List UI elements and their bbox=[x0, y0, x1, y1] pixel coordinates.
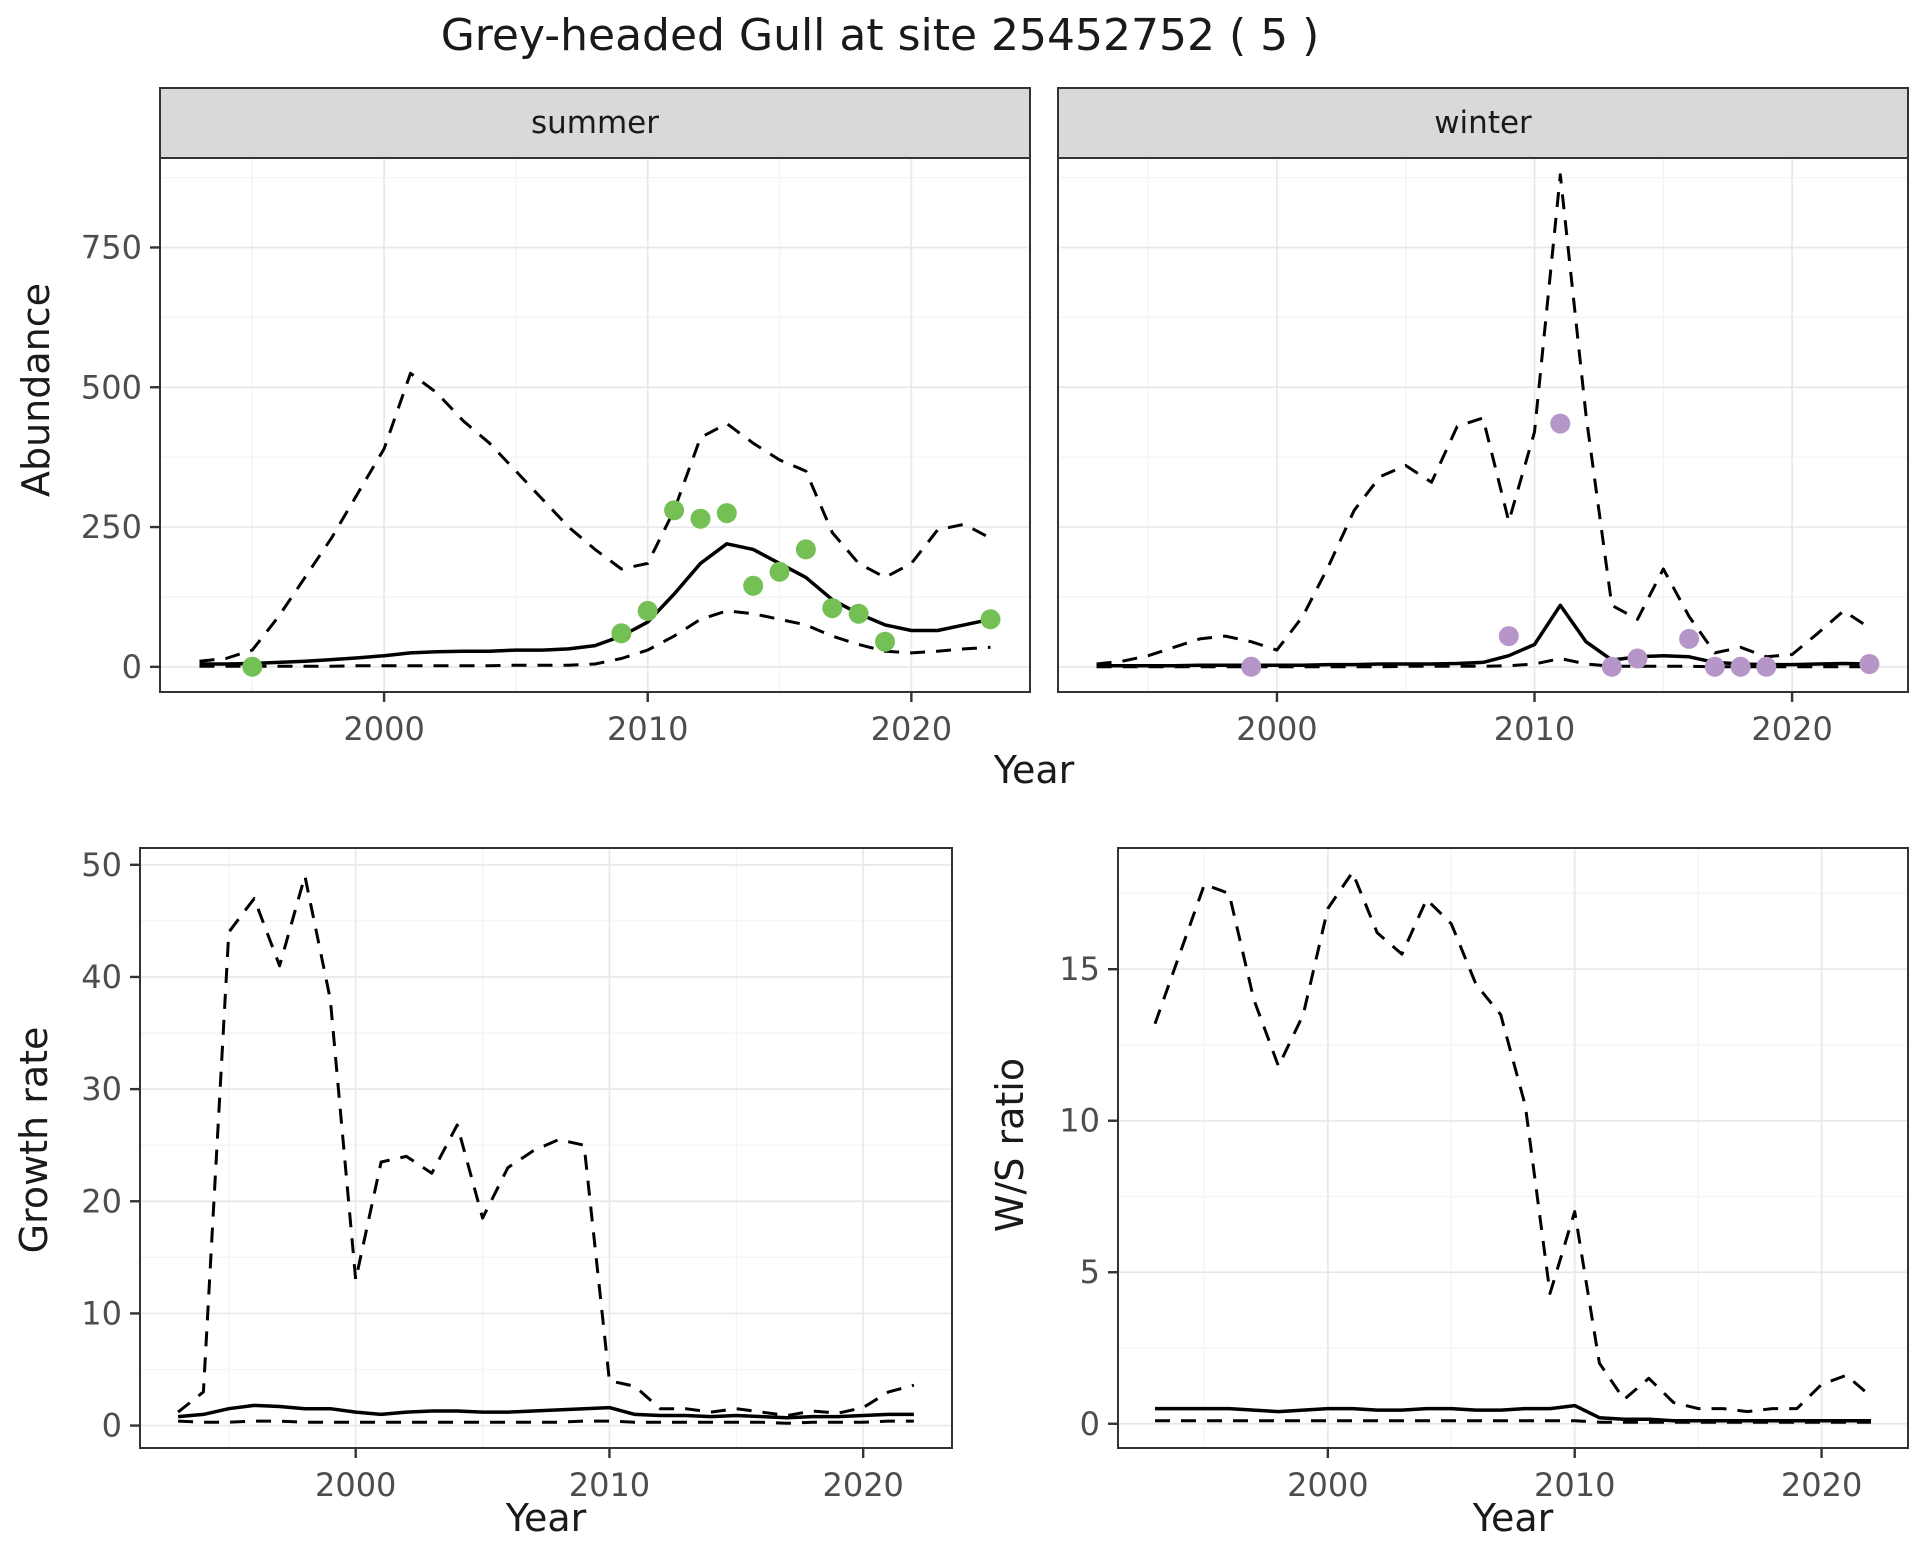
growth-rate-median-line bbox=[177, 1403, 914, 1420]
y-axis-title-abundance: Abundance bbox=[14, 282, 58, 498]
abundance-winter-data-point bbox=[1679, 628, 1700, 649]
x-tick-label: 2010 bbox=[569, 1466, 650, 1504]
abundance-summer-data-point bbox=[743, 575, 764, 596]
abundance-summer-data-point bbox=[822, 598, 843, 619]
abundance-winter-data-point bbox=[1730, 656, 1751, 677]
plot-title: Grey-headed Gull at site 25452752 ( 5 ) bbox=[440, 10, 1320, 61]
abundance-summer-data-point bbox=[611, 623, 632, 644]
abundance-summer-data-point bbox=[637, 600, 658, 621]
x-tick-label: 2020 bbox=[871, 710, 952, 748]
ws-ratio-upper_ci-line bbox=[1153, 870, 1872, 1414]
y-tick-label: 15 bbox=[1059, 950, 1100, 988]
x-axis-title-ws-ratio: Year bbox=[1472, 1496, 1554, 1540]
x-tick-label: 2020 bbox=[1751, 710, 1832, 748]
panel-abundance-winter: 2000 2010 2020 bbox=[1057, 87, 1909, 748]
y-tick-label: 250 bbox=[81, 508, 142, 546]
abundance-winter-data-point bbox=[1498, 626, 1519, 647]
abundance-winter-data-point bbox=[1627, 648, 1648, 669]
abundance-summer-data-point bbox=[690, 508, 711, 529]
y-tick-label: 30 bbox=[81, 1070, 122, 1108]
x-tick-label: 2000 bbox=[315, 1466, 396, 1504]
x-tick-label: 2020 bbox=[822, 1466, 903, 1504]
abundance-summer-data-point bbox=[848, 603, 869, 624]
x-tick-label: 2010 bbox=[607, 710, 688, 748]
panel-background bbox=[1118, 848, 1908, 1448]
abundance-winter-data-point bbox=[1241, 656, 1262, 677]
y-tick-label: 10 bbox=[1059, 1102, 1100, 1140]
y-tick-label: 0 bbox=[122, 648, 142, 686]
panel-ws-ratio: 2000 2010 2020 0 5 10 15 bbox=[1059, 847, 1909, 1504]
y-tick-label: 750 bbox=[81, 228, 142, 266]
panel-border bbox=[139, 847, 953, 1449]
x-axis-title-top: Year bbox=[993, 748, 1075, 792]
panel-background bbox=[1058, 158, 1908, 692]
x-axis-title-growth-rate: Year bbox=[505, 1496, 587, 1540]
abundance-winter-data-point bbox=[1756, 656, 1777, 677]
growth-rate-lower_ci-line bbox=[178, 1419, 914, 1425]
abundance-summer-data-point bbox=[980, 609, 1001, 630]
abundance-winter-data-point bbox=[1550, 413, 1571, 434]
panel-growth-rate: 2000 2010 2020 0 10 20 30 40 50 bbox=[81, 846, 953, 1504]
growth-rate-upper_ci-line bbox=[177, 874, 915, 1417]
panel-background bbox=[160, 158, 1030, 692]
y-tick-label: 500 bbox=[81, 368, 142, 406]
x-tick-label: 2000 bbox=[343, 710, 424, 748]
x-tick-label: 2000 bbox=[1287, 1466, 1368, 1504]
abundance-summer-data-point bbox=[795, 539, 816, 560]
y-axis-title-growth-rate: Growth rate bbox=[12, 1026, 56, 1254]
panel-abundance-summer: 2000 2010 2020 0 250 500 750 bbox=[81, 87, 1031, 748]
y-tick-label: 20 bbox=[81, 1182, 122, 1220]
x-tick-label: 2010 bbox=[1534, 1466, 1615, 1504]
x-tick-label: 2020 bbox=[1781, 1466, 1862, 1504]
y-tick-label: 5 bbox=[1080, 1253, 1100, 1291]
ws-ratio-median-line bbox=[1155, 1403, 1871, 1423]
facet-strip-label-summer: summer bbox=[530, 105, 659, 141]
abundance-summer-data-point bbox=[769, 561, 790, 582]
facet-strip-winter bbox=[1057, 87, 1909, 159]
abundance-summer-upper_ci-line bbox=[199, 371, 992, 663]
abundance-winter-data-point bbox=[1704, 656, 1725, 677]
abundance-winter-data-point bbox=[1859, 654, 1880, 674]
x-tick-label: 2000 bbox=[1236, 710, 1317, 748]
facet-strip-summer bbox=[159, 87, 1031, 159]
facet-strip-label-winter: winter bbox=[1434, 105, 1532, 141]
y-tick-label: 40 bbox=[81, 958, 122, 996]
abundance-summer-data-point bbox=[875, 631, 895, 652]
y-tick-label: 10 bbox=[81, 1294, 122, 1332]
abundance-summer-data-point bbox=[242, 656, 263, 677]
abundance-winter-upper_ci-line bbox=[1096, 173, 1871, 666]
abundance-summer-lower_ci-line bbox=[199, 609, 991, 668]
abundance-winter-data-point bbox=[1601, 656, 1622, 677]
y-axis-title-ws-ratio: W/S ratio bbox=[988, 1057, 1032, 1233]
abundance-summer-data-point bbox=[664, 500, 685, 521]
x-tick-label: 2010 bbox=[1494, 710, 1575, 748]
panel-background bbox=[140, 848, 952, 1448]
panel-border bbox=[1117, 847, 1909, 1449]
y-tick-label: 0 bbox=[1080, 1405, 1100, 1443]
y-tick-label: 50 bbox=[81, 846, 122, 884]
abundance-summer-data-point bbox=[716, 503, 737, 524]
y-tick-label: 0 bbox=[102, 1407, 122, 1445]
